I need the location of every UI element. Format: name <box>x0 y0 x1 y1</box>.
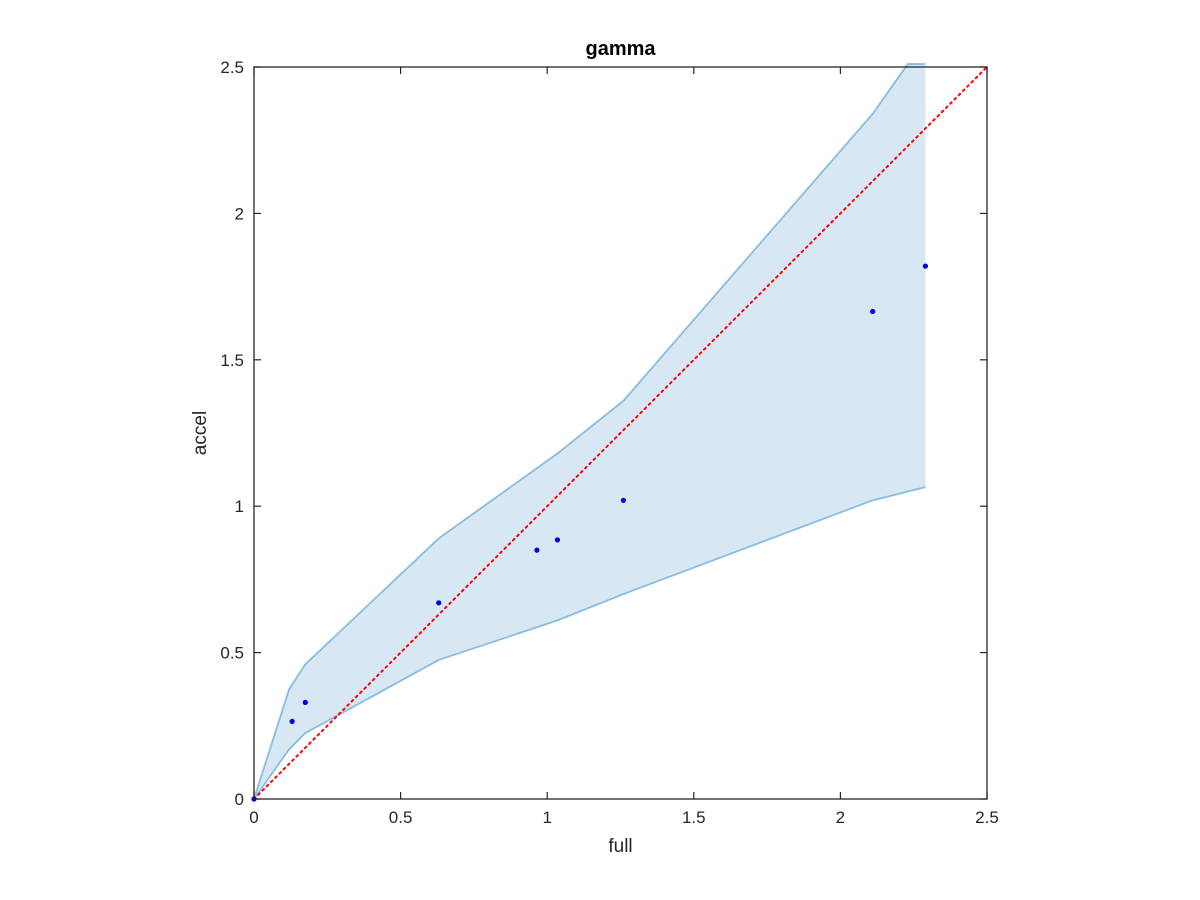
axes-box <box>253 66 988 800</box>
x-tick-label: 0.5 <box>389 808 413 827</box>
axis-ticks <box>253 66 988 800</box>
data-point <box>534 547 540 553</box>
y-tick-label: 2.5 <box>220 58 244 77</box>
data-point <box>302 699 308 705</box>
chart-title: gamma <box>585 38 656 60</box>
data-point <box>620 497 627 503</box>
y-tick-label: 2 <box>235 204 244 223</box>
reference-line <box>253 66 988 800</box>
data-point <box>554 537 561 543</box>
y-tick-label: 0 <box>235 790 244 809</box>
identity-line <box>253 66 988 800</box>
y-tick-label: 1 <box>235 497 244 516</box>
x-tick-label: 1.5 <box>682 808 706 827</box>
data-point <box>870 308 876 315</box>
x-tick-label: 0 <box>249 808 258 827</box>
x-axis-title: full <box>608 836 632 857</box>
band-fill <box>254 64 926 799</box>
y-tick-label: 1.5 <box>220 351 244 370</box>
y-tick-label: 0.5 <box>220 644 244 663</box>
data-point <box>922 263 929 269</box>
confidence-band <box>253 63 926 800</box>
band-lower-edge <box>253 486 926 800</box>
data-point <box>289 718 295 725</box>
data-points <box>251 263 929 802</box>
x-tick-label: 2.5 <box>975 808 999 827</box>
x-tick-label: 2 <box>836 808 845 827</box>
x-tick-label: 1 <box>542 808 551 827</box>
data-point <box>436 600 442 606</box>
y-axis-title: accel <box>190 411 211 455</box>
band-upper-edge <box>253 63 926 800</box>
tick-labels: 0 0.5 1 1.5 2 2.5 0 0.5 1 1.5 2 2.5 <box>220 58 998 827</box>
